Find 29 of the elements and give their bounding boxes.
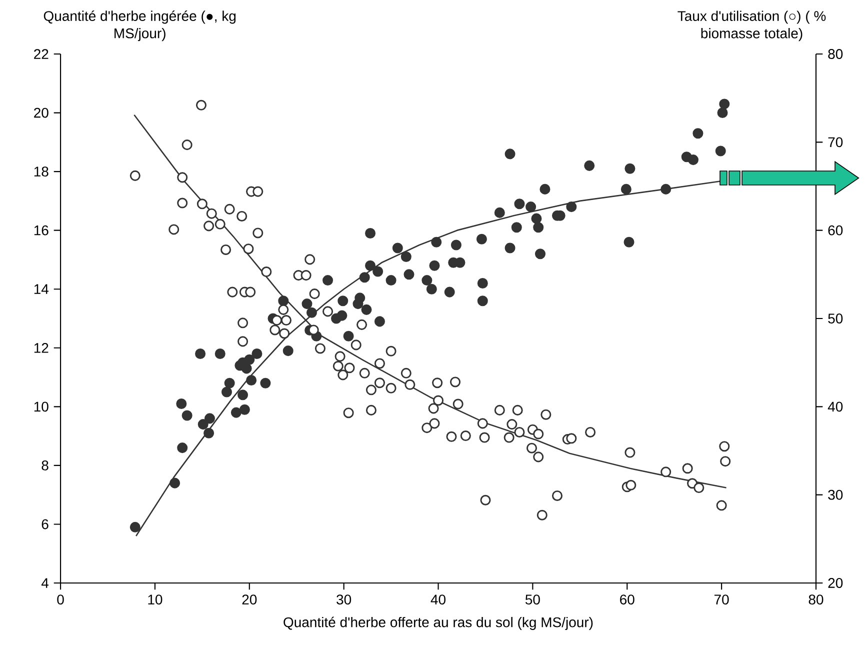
y-axis-title: Quantité d'herbe ingérée (●, kg MS/jour) [44, 10, 236, 42]
y2-tick-label: 30 [828, 490, 843, 500]
y2-tick-label: 60 [828, 225, 843, 236]
y2-tick-label: 40 [828, 402, 843, 412]
y2-tick-label: 70 [828, 137, 843, 148]
y-tick-label: 20 [34, 108, 48, 118]
y-tick-label: 22 [34, 49, 48, 59]
y-tick-label: 12 [34, 343, 48, 353]
y2-tick-label: 20 [828, 578, 843, 588]
x-tick-label: 60 [620, 594, 634, 605]
y-tick-label: 16 [34, 225, 48, 236]
y2-tick-label: 80 [828, 49, 843, 59]
x-tick-label: 30 [336, 594, 352, 605]
x-tick-label: 80 [808, 594, 824, 605]
x-tick-label: 50 [525, 594, 540, 605]
y-tick-label: 14 [34, 284, 49, 294]
y-tick-label: 10 [34, 402, 48, 412]
x-tick-label: 20 [242, 594, 257, 605]
y2-tick-label: 50 [828, 314, 843, 324]
y-tick-label: 8 [42, 460, 48, 470]
y-tick-label: 4 [41, 578, 49, 588]
x-axis-title: Quantité d'herbe offerte au ras du sol (kg MS/jour) [284, 616, 593, 630]
x-tick-label: 0 [57, 594, 64, 605]
x-tick-label: 70 [714, 594, 729, 605]
y2-axis-title: Taux d'utilisation (○) ( % biomasse totale) [678, 10, 826, 42]
y-tick-label: 18 [34, 166, 48, 177]
x-tick-label: 10 [148, 594, 162, 605]
y-tick-label: 6 [42, 519, 48, 530]
x-tick-label: 40 [430, 594, 446, 605]
